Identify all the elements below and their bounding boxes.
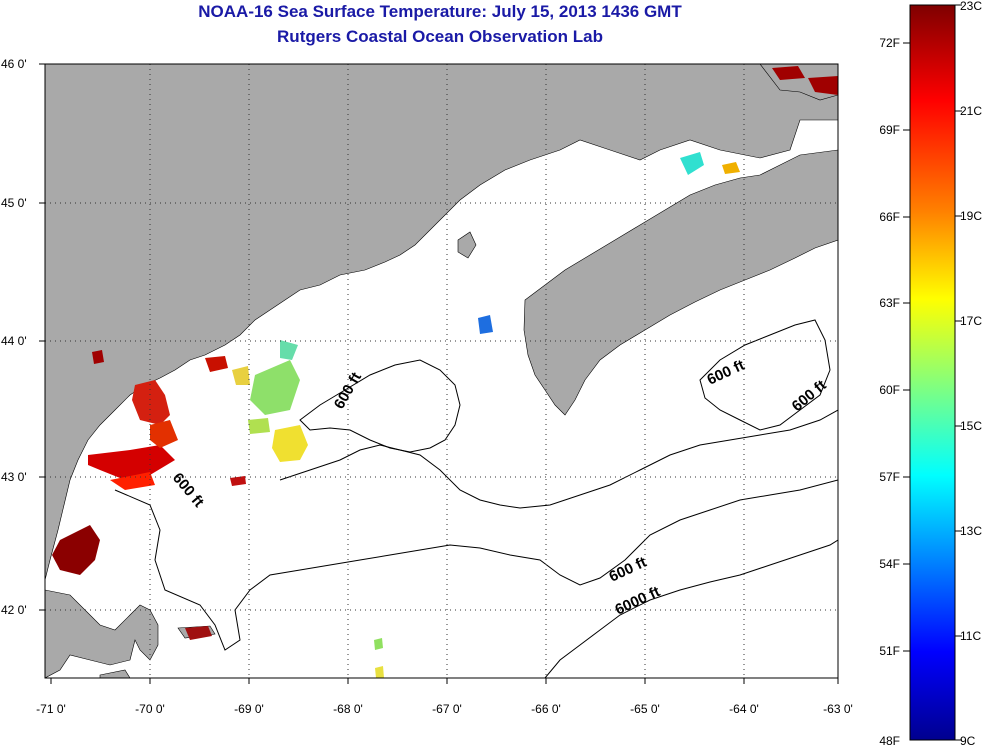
cb-label-15c: 15C (960, 419, 982, 433)
lat-label-42n: 42 0' (1, 603, 27, 617)
cb-label-51f: 51F (879, 644, 900, 658)
sst-patch-orange (722, 162, 740, 174)
cb-label-13c: 13C (960, 524, 982, 538)
sst-patch-gulf-maine-sw (88, 445, 175, 480)
contour-600ft-inner (279, 409, 838, 509)
graticule (45, 64, 838, 678)
sst-patch-coastal (150, 420, 178, 448)
grand-manan-island (457, 231, 477, 259)
sst-data-layer (52, 66, 838, 678)
colorbar-ticks (903, 4, 962, 741)
cb-label-54f: 54F (879, 557, 900, 571)
axis-ticks (39, 63, 839, 684)
contour-600ft-west (114, 479, 838, 651)
lon-label-63w: -63 0' (823, 702, 853, 716)
cb-label-60f: 60F (879, 383, 900, 397)
lon-label-70w: -70 0' (135, 702, 165, 716)
marthas-vineyard (99, 669, 131, 678)
sst-patch-cyan-green (280, 340, 298, 360)
contour-600ft-central (299, 359, 461, 453)
cb-label-72f: 72F (879, 36, 900, 50)
sst-patch-ne-coast (110, 472, 155, 490)
cb-label-11c: 11C (960, 629, 981, 643)
lat-label-46n: 46 0' (1, 57, 27, 71)
sst-patch-south-shoals (185, 626, 212, 640)
cape-cod (45, 589, 159, 678)
map-title: NOAA-16 Sea Surface Temperature: July 15… (198, 2, 682, 21)
lon-label-67w: -67 0' (432, 702, 462, 716)
sst-patch-offshore-red (230, 476, 246, 486)
cb-label-9c: 9C (960, 734, 976, 748)
cb-label-23c: 23C (960, 0, 982, 13)
sst-patch-ne-corner (772, 66, 805, 80)
lon-label-68w: -68 0' (333, 702, 363, 716)
lon-label-64w: -64 0' (729, 702, 759, 716)
cb-label-57f: 57F (879, 470, 900, 484)
sst-patch-ne-corner-b (808, 76, 838, 95)
contour-6000ft (544, 539, 838, 678)
sst-patch-blue (478, 315, 493, 334)
lat-label-45n: 45 0' (1, 196, 27, 210)
lat-label-44n: 44 0' (1, 334, 27, 348)
mainland-maine (45, 64, 838, 581)
sst-patch-yellow-b (272, 425, 308, 462)
sst-patch-penobscot (205, 356, 228, 372)
cb-label-17c: 17C (960, 314, 982, 328)
sst-patch-bay-of-fundy (680, 152, 704, 175)
sst-patch-yellow-a (232, 366, 250, 385)
lon-label-69w: -69 0' (234, 702, 264, 716)
map-subtitle: Rutgers Coastal Ocean Observation Lab (277, 27, 603, 46)
sst-patch-green (250, 360, 300, 415)
sst-patch-south-green (374, 638, 383, 650)
map-frame (44, 63, 839, 679)
cb-label-69f: 69F (879, 123, 900, 137)
lon-label-66w: -66 0' (531, 702, 561, 716)
sst-patch-south-yellow (375, 666, 384, 678)
sst-patch-yellow-green (248, 418, 270, 434)
lon-label-71w: -71 0' (36, 702, 66, 716)
nova-scotia (523, 149, 838, 416)
cb-label-19c: 19C (960, 209, 982, 223)
cb-label-48f: 48F (879, 734, 900, 748)
cb-label-21c: 21C (960, 104, 982, 118)
cb-label-66f: 66F (879, 210, 900, 224)
depth-contours (114, 319, 838, 678)
sst-patch-massachusetts-bay (52, 525, 100, 575)
sst-patch-inland (92, 350, 104, 364)
colorbar (909, 4, 956, 741)
lon-label-65w: -65 0' (630, 702, 660, 716)
lat-label-43n: 43 0' (1, 470, 27, 484)
sst-patch-casco-bay (132, 380, 170, 425)
contour-600ft-east (699, 319, 831, 431)
cb-label-63f: 63F (879, 296, 900, 310)
